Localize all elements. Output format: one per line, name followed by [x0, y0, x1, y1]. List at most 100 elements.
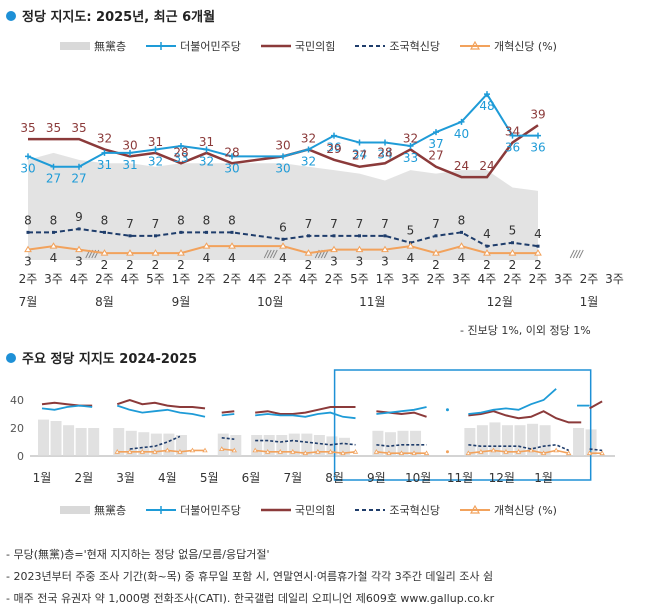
gap-hatch-mark: [266, 249, 272, 259]
none-bar: [88, 428, 100, 456]
ppp-data-label: 32: [97, 131, 112, 145]
dem-series-line: [255, 411, 356, 420]
rebuild-data-label: 7: [356, 217, 364, 231]
none-bar: [63, 425, 75, 456]
rebuild-point: [434, 234, 438, 238]
dem-data-label: 32: [199, 154, 214, 168]
dem-data-label: 37: [428, 137, 443, 151]
ppp-data-label: 24: [454, 159, 469, 173]
reform-point: [515, 448, 522, 454]
month-tick-label: 9월: [367, 471, 386, 485]
none-bar: [150, 433, 162, 456]
reform-point: [553, 447, 559, 453]
ppp-data-label: 32: [403, 131, 418, 145]
reform-point: [406, 242, 415, 249]
ppp-data-label: 32: [301, 131, 316, 145]
footnote-2: - 2023년부터 주중 조사 기간(화~목) 중 휴무일 포함 시, 연말연시…: [6, 570, 494, 583]
rebuild-data-label: 8: [228, 213, 236, 227]
reform-data-label: 2: [432, 258, 440, 272]
week-tick-label: 2주: [19, 272, 38, 286]
reform-series-line: [221, 448, 235, 452]
reform-point: [534, 249, 542, 256]
none-bar: [175, 435, 187, 456]
rebuild-data-label: 8: [24, 213, 32, 227]
week-tick-label: 2주: [223, 272, 242, 286]
rebuild-point: [128, 234, 132, 238]
week-tick-label: 1주: [376, 272, 395, 286]
rebuild-data-label: 8: [203, 213, 211, 227]
week-tick-label: 4주: [121, 272, 140, 286]
dem-point: [50, 163, 57, 170]
none-bar: [397, 430, 409, 456]
reform-point: [177, 249, 185, 256]
none-bar: [251, 435, 263, 456]
rebuild-data-label: 5: [509, 224, 517, 238]
none-bar: [372, 430, 384, 456]
rebuild-data-label: 7: [126, 217, 134, 231]
month-tick-label: 4월: [158, 471, 177, 485]
rebuild-point: [460, 230, 463, 234]
month-tick-label: 12월: [489, 471, 515, 485]
y-tick-label: 0: [17, 450, 24, 463]
reform-data-label: 3: [330, 255, 338, 269]
week-tick-label: 4주: [248, 272, 267, 286]
legend-dem: 더불어민주당: [146, 502, 241, 518]
dem-point: [229, 153, 235, 160]
month-tick-label: 12월: [487, 295, 513, 309]
week-tick-label: 2주: [427, 272, 446, 286]
reform-data-label: 2: [534, 258, 542, 272]
reform-point: [411, 450, 417, 456]
reform-point: [302, 450, 309, 456]
rebuild-point: [77, 227, 81, 231]
reform-series-line: [27, 245, 538, 255]
none-bar: [75, 428, 87, 456]
rebuild-data-label: 7: [432, 217, 440, 231]
reform-data-label: 3: [356, 255, 364, 269]
gap-hatch-mark: [572, 249, 578, 259]
ppp-data-label: 28: [377, 145, 392, 159]
ppp-data-label: 27: [352, 149, 367, 163]
reform-data-label: 4: [50, 251, 58, 265]
ppp-data-label: 35: [46, 121, 61, 135]
top-chart-title: 정당 지지도: 2025년, 최근 6개월: [6, 6, 215, 25]
dem-point: [203, 146, 210, 153]
none-bar: [313, 435, 325, 456]
dem-point: [382, 139, 388, 146]
reform-point: [231, 447, 237, 453]
reform-point: [139, 448, 146, 454]
legend-none-swatch-icon: [60, 506, 90, 514]
month-tick-label: 2월: [74, 471, 93, 485]
bottom-line-chart: 0 20 40 1월 2월 3월 4월 5월 6월 7월 8월 9월 10월 11월 12월 1월: [10, 369, 615, 485]
reform-point: [457, 242, 466, 249]
rebuild-series-line: [376, 444, 427, 448]
reform-point: [327, 448, 334, 454]
rebuild-data-label: 8: [101, 213, 109, 227]
dem-point: [280, 153, 286, 160]
rebuild-data-label: 7: [330, 217, 338, 231]
none-bar: [138, 432, 150, 456]
rebuild-data-label: 9: [75, 210, 83, 224]
month-tick-label: 10월: [257, 295, 283, 309]
dem-series-line: [221, 413, 235, 417]
reform-point: [279, 242, 287, 249]
reform-point: [265, 448, 271, 454]
reform-point: [152, 448, 158, 454]
week-tick-label: 3주: [452, 272, 471, 286]
reform-data-label: 3: [75, 255, 83, 269]
none-bar: [288, 433, 300, 456]
y-tick-label: 20: [10, 422, 24, 435]
month-tick-label: 6월: [242, 471, 261, 485]
month-tick-label: 7월: [19, 295, 38, 309]
reform-point: [478, 448, 484, 454]
none-bar: [276, 435, 288, 456]
reform-point: [528, 447, 534, 453]
ppp-data-label: 27: [428, 149, 443, 163]
top-chart-title-text: 정당 지지도: 2025년, 최근 6개월: [22, 10, 216, 25]
rebuild-point: [332, 234, 336, 238]
rebuild-point: [52, 230, 55, 234]
rebuild-data-label: 8: [177, 213, 185, 227]
reform-point: [599, 450, 605, 456]
rebuild-data-label: 4: [483, 227, 491, 241]
legend-reform: 개혁신당 (%): [459, 502, 557, 518]
